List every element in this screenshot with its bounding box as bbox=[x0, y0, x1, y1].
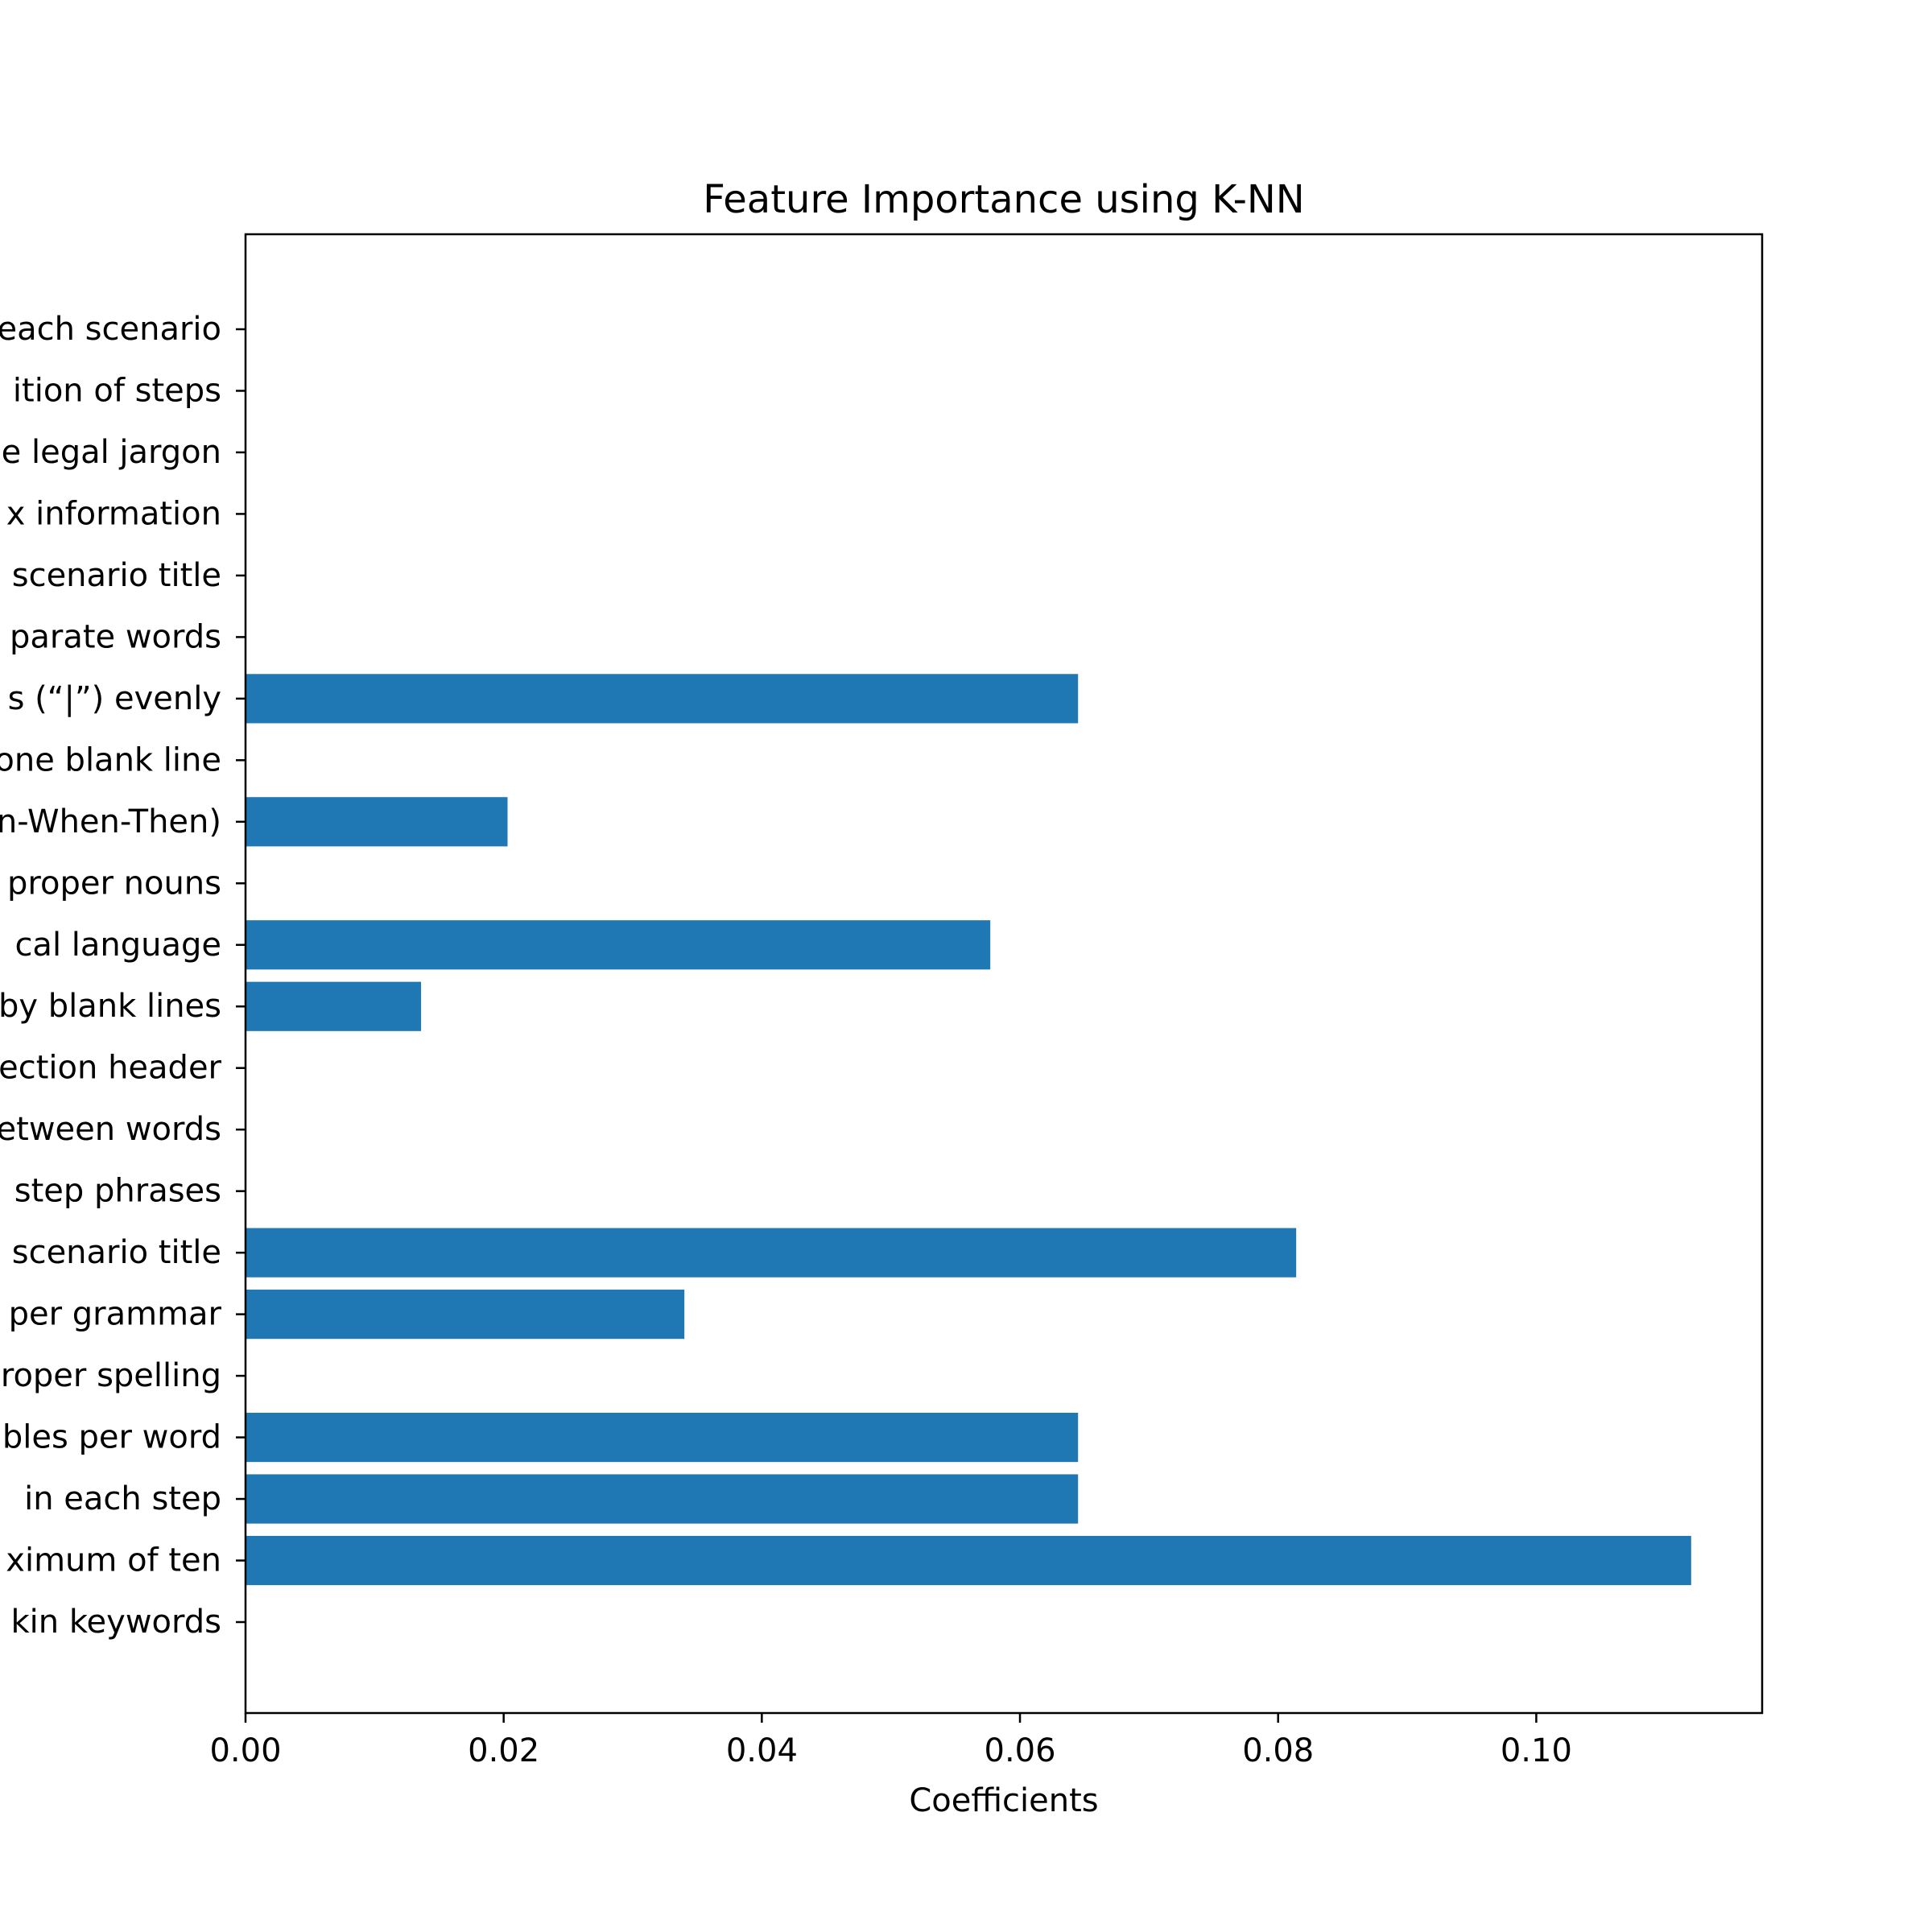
y-tick-label: scenario title bbox=[12, 1234, 221, 1271]
plot-frame bbox=[244, 233, 1764, 1715]
y-tick-label: each scenario bbox=[0, 311, 221, 348]
bar bbox=[246, 1290, 685, 1340]
y-tick-label: e legal jargon bbox=[2, 434, 221, 471]
x-tick-label: 0.00 bbox=[209, 1732, 281, 1769]
y-tick-label: by blank lines bbox=[0, 988, 221, 1025]
bar bbox=[246, 1412, 1079, 1463]
y-tick-label: kin keywords bbox=[10, 1604, 221, 1641]
y-axis-ticks: kin keywords ximum of ten in each step bles… bbox=[0, 311, 246, 1641]
bar bbox=[246, 1535, 1691, 1586]
bar bbox=[246, 1474, 1079, 1524]
y-tick-label: per grammar bbox=[9, 1296, 222, 1333]
y-tick-label: ection header bbox=[0, 1050, 222, 1087]
y-tick-label: parate words bbox=[10, 618, 221, 655]
y-tick-label: bles per word bbox=[2, 1419, 221, 1456]
y-tick-label: ximum of ten bbox=[6, 1542, 221, 1579]
y-tick-label: roper spelling bbox=[1, 1357, 221, 1394]
chart-title: Feature Importance using K-NN bbox=[703, 177, 1304, 222]
y-tick-label: cal language bbox=[14, 927, 221, 964]
y-tick-label: one blank line bbox=[0, 741, 221, 778]
y-tick-label: in each step bbox=[24, 1480, 221, 1517]
y-tick-label: x information bbox=[6, 495, 221, 532]
x-tick-label: 0.10 bbox=[1501, 1732, 1572, 1769]
x-tick-label: 0.08 bbox=[1242, 1732, 1314, 1769]
bar bbox=[246, 920, 991, 970]
bar bbox=[246, 674, 1079, 724]
x-axis-label: Coefficients bbox=[909, 1782, 1098, 1819]
x-axis-ticks: 0.00 0.02 0.04 0.06 0.08 0.10 bbox=[209, 1713, 1572, 1769]
y-tick-label: scenario title bbox=[12, 557, 221, 594]
x-tick-label: 0.02 bbox=[468, 1732, 539, 1769]
x-tick-label: 0.04 bbox=[726, 1732, 798, 1769]
y-tick-label: etween words bbox=[0, 1111, 221, 1148]
bars-group bbox=[246, 674, 1691, 1586]
x-tick-label: 0.06 bbox=[985, 1732, 1056, 1769]
y-tick-label: s (“|”) evenly bbox=[8, 680, 221, 717]
bar bbox=[246, 1228, 1297, 1278]
y-tick-label: proper nouns bbox=[7, 865, 221, 902]
y-tick-label: ition of steps bbox=[13, 372, 221, 409]
bar bbox=[246, 981, 422, 1031]
y-tick-label: step phrases bbox=[14, 1173, 221, 1210]
y-tick-label: n-When-Then) bbox=[0, 803, 221, 840]
bar bbox=[246, 797, 508, 847]
